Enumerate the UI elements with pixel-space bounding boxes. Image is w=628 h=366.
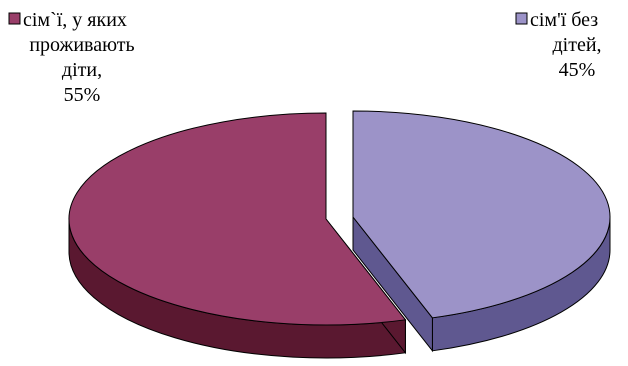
slice-label-0-line-0: сім`ї, у яких: [23, 9, 127, 31]
slice-label-1-line-0: сім'ї без: [530, 9, 598, 31]
slice-label-1-line-2: 45%: [559, 59, 596, 81]
slice-label-0-line-2: діти,: [62, 59, 102, 81]
legend-swatch-1: [515, 12, 528, 25]
slice-label-0-line-1: проживають: [29, 34, 134, 56]
slice-top-1: [352, 110, 611, 319]
slice-label-0-line-3: 55%: [64, 84, 101, 106]
slice-labels: сім`ї, у яких проживають діти, 55% сім'ї без…: [8, 9, 602, 106]
slice-top-0: [68, 112, 407, 326]
slice-label-1-line-1: дітей,: [552, 34, 601, 56]
slice-tops: [68, 110, 611, 326]
legend-swatch-0: [8, 12, 21, 25]
